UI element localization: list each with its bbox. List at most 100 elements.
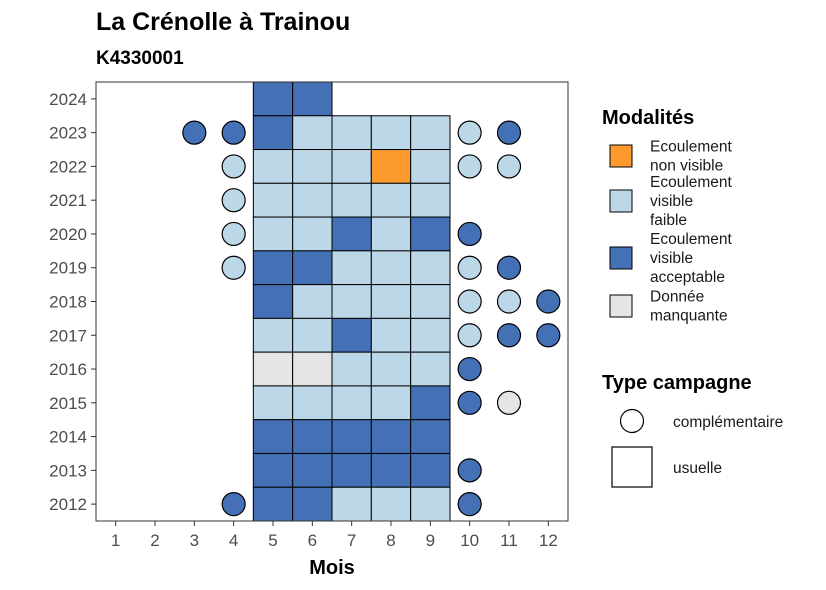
point-2016-10	[457, 356, 482, 382]
usuelle-tiles	[252, 81, 451, 522]
tile-2018-5	[252, 284, 294, 319]
legend-type-title: Type campagne	[602, 372, 752, 394]
tile-2018-9	[410, 284, 451, 319]
y-tick-label: 2021	[49, 191, 87, 210]
tile-2014-9	[410, 419, 451, 454]
point-2019-4	[221, 255, 246, 280]
tile-2012-7	[331, 486, 372, 522]
tile-2019-9	[410, 250, 451, 286]
tile-2013-8	[370, 452, 412, 488]
tile-2016-7	[331, 351, 372, 387]
tile-2022-6	[292, 149, 333, 184]
tile-2017-9	[410, 317, 451, 353]
tile-2018-7	[331, 284, 372, 319]
point-2017-12	[536, 323, 561, 348]
tile-2023-5	[252, 115, 294, 151]
tile-2013-7	[331, 452, 372, 488]
point-2023-4	[221, 120, 246, 145]
tile-2021-5	[252, 182, 294, 218]
tile-2022-8	[370, 149, 412, 184]
legend-key-acceptable	[609, 246, 633, 270]
y-tick-label: 2020	[49, 225, 87, 244]
y-tick-label: 2014	[49, 428, 87, 447]
tile-2021-6	[292, 182, 333, 218]
tile-2023-6	[292, 115, 333, 151]
tile-2017-6	[292, 317, 333, 353]
point-2019-10	[457, 255, 482, 280]
y-tick-label: 2023	[49, 124, 87, 143]
tile-2015-6	[292, 385, 333, 421]
tile-2022-7	[331, 149, 372, 184]
legend-label-circle: complémentaire	[673, 414, 783, 431]
tile-2015-7	[331, 385, 372, 421]
tile-2012-9	[410, 486, 451, 522]
point-2020-4	[221, 221, 246, 247]
tile-2020-5	[252, 216, 294, 252]
legend-label-non_visible: Ecoulement non visible	[650, 139, 733, 175]
legend-label-acceptable: Ecoulement visible acceptable	[650, 231, 733, 286]
tile-2014-6	[292, 419, 333, 454]
tile-2017-5	[252, 317, 294, 353]
tile-2013-9	[410, 452, 451, 488]
y-tick-label: 2019	[49, 259, 87, 278]
tile-2016-9	[410, 351, 451, 387]
x-tick-label: 8	[386, 531, 395, 550]
point-2022-11	[496, 154, 522, 179]
tile-2022-9	[410, 149, 451, 184]
tile-2021-7	[331, 182, 372, 218]
legend-label-square: usuelle	[673, 460, 722, 477]
chart-subtitle: K4330001	[96, 48, 184, 69]
plot-area	[95, 81, 569, 522]
y-axis: 2012 2013 2014 2015 2016 2017 2018 2019 2020 2021…	[49, 90, 96, 514]
legend-key-circle	[619, 408, 645, 434]
x-tick-label: 10	[460, 531, 479, 550]
tile-2019-8	[370, 250, 412, 286]
legend-key-square	[611, 446, 653, 488]
tile-2023-7	[331, 115, 372, 151]
point-2018-12	[536, 289, 561, 314]
tile-2024-6	[292, 81, 333, 117]
tile-2020-9	[410, 216, 451, 252]
x-tick-label: 9	[426, 531, 435, 550]
tile-2016-6	[292, 351, 333, 387]
tile-2020-6	[292, 216, 333, 252]
x-tick-label: 6	[308, 531, 317, 550]
chart-title: La Crénolle à Trainou	[96, 8, 350, 36]
legend-key-faible	[609, 189, 633, 213]
x-tick-label: 12	[539, 531, 558, 550]
x-axis-title: Mois	[309, 557, 355, 579]
tile-2014-5	[252, 419, 294, 454]
tile-2019-7	[331, 250, 372, 286]
tile-2018-6	[292, 284, 333, 319]
legend-key-manquante	[609, 294, 633, 318]
tile-2013-5	[252, 452, 294, 488]
tile-2015-5	[252, 385, 294, 421]
tile-2014-8	[370, 419, 412, 454]
legend-label-faible: Ecoulement visible faible	[650, 174, 733, 229]
point-2022-4	[221, 154, 246, 179]
point-2017-10	[457, 323, 482, 348]
tile-2021-8	[370, 182, 412, 218]
x-tick-label: 11	[500, 531, 518, 550]
tile-2013-6	[292, 452, 333, 488]
tile-2019-6	[292, 250, 333, 286]
tile-2016-5	[252, 351, 294, 387]
tile-2020-8	[370, 216, 412, 252]
tile-2016-8	[370, 351, 412, 387]
tile-2019-5	[252, 250, 294, 286]
y-tick-label: 2024	[49, 90, 87, 109]
y-tick-label: 2017	[49, 326, 87, 345]
x-tick-label: 1	[111, 531, 120, 550]
x-tick-label: 2	[150, 531, 159, 550]
y-tick-label: 2012	[49, 495, 87, 514]
y-tick-label: 2013	[49, 461, 87, 480]
x-tick-label: 7	[347, 531, 356, 550]
tile-2021-9	[410, 182, 451, 218]
tile-2017-8	[370, 317, 412, 353]
y-tick-label: 2015	[49, 394, 87, 413]
point-2012-10	[457, 492, 482, 517]
x-tick-label: 5	[268, 531, 277, 550]
y-tick-label: 2018	[49, 293, 87, 312]
complementaire-points	[182, 120, 561, 517]
